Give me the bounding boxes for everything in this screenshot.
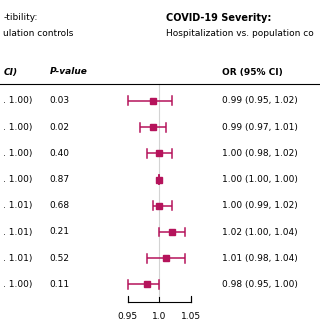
Text: OR (95% CI): OR (95% CI) [222, 68, 283, 76]
Text: 0.99 (0.95, 1.02): 0.99 (0.95, 1.02) [222, 96, 298, 105]
Text: 0.40: 0.40 [50, 149, 70, 158]
Text: . 1.00): . 1.00) [3, 149, 33, 158]
Text: 0.68: 0.68 [50, 201, 70, 210]
Text: . 1.00): . 1.00) [3, 123, 33, 132]
Text: 0.52: 0.52 [50, 254, 70, 263]
Text: Hospitalization vs. population co: Hospitalization vs. population co [166, 29, 314, 38]
Text: . 1.00): . 1.00) [3, 175, 33, 184]
Text: . 1.01): . 1.01) [3, 201, 33, 210]
Text: ulation controls: ulation controls [3, 29, 74, 38]
Text: COVID-19 Severity:: COVID-19 Severity: [166, 12, 272, 23]
Text: 0.21: 0.21 [50, 228, 70, 236]
Text: 1.0: 1.0 [152, 312, 166, 320]
Text: -tibility:: -tibility: [3, 13, 37, 22]
Text: 1.02 (1.00, 1.04): 1.02 (1.00, 1.04) [222, 228, 298, 236]
Text: 1.00 (1.00, 1.00): 1.00 (1.00, 1.00) [222, 175, 298, 184]
Text: 0.02: 0.02 [50, 123, 70, 132]
Text: 0.11: 0.11 [50, 280, 70, 289]
Text: 0.95: 0.95 [117, 312, 138, 320]
Text: 0.99 (0.97, 1.01): 0.99 (0.97, 1.01) [222, 123, 298, 132]
Text: 1.01 (0.98, 1.04): 1.01 (0.98, 1.04) [222, 254, 298, 263]
Text: P-value: P-value [50, 68, 87, 76]
Text: . 1.01): . 1.01) [3, 228, 33, 236]
Text: . 1.00): . 1.00) [3, 280, 33, 289]
Text: CI): CI) [3, 68, 17, 76]
Text: . 1.01): . 1.01) [3, 254, 33, 263]
Text: 0.03: 0.03 [50, 96, 70, 105]
Text: 1.00 (0.99, 1.02): 1.00 (0.99, 1.02) [222, 201, 298, 210]
Text: 1.00 (0.98, 1.02): 1.00 (0.98, 1.02) [222, 149, 298, 158]
Text: 0.98 (0.95, 1.00): 0.98 (0.95, 1.00) [222, 280, 298, 289]
Text: 1.05: 1.05 [181, 312, 201, 320]
Text: . 1.00): . 1.00) [3, 96, 33, 105]
Text: 0.87: 0.87 [50, 175, 70, 184]
